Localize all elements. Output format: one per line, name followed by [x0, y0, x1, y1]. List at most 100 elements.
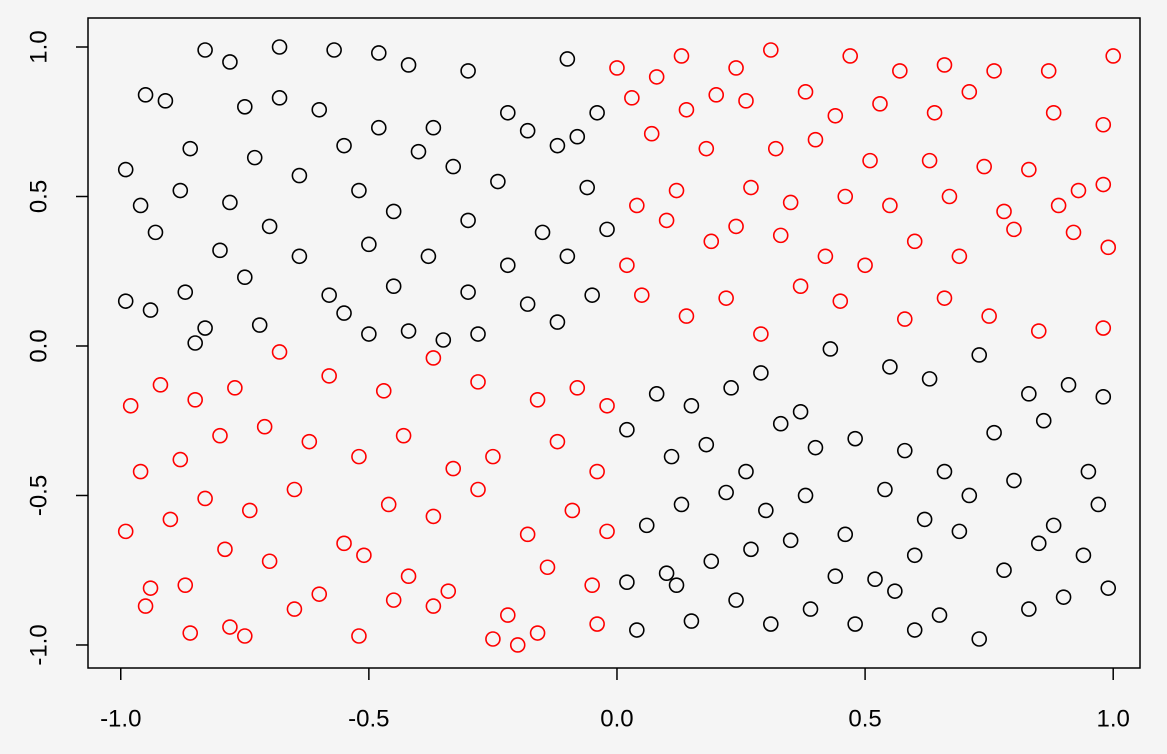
- y-tick-label: 1.0: [25, 30, 52, 63]
- point: [906, 233, 923, 250]
- point: [326, 42, 342, 58]
- point: [743, 179, 759, 196]
- point: [723, 380, 739, 396]
- point: [683, 613, 700, 629]
- point: [772, 227, 789, 244]
- point: [718, 484, 734, 501]
- point: [728, 592, 744, 608]
- point: [212, 427, 228, 444]
- point: [529, 392, 546, 408]
- point: [564, 502, 581, 519]
- point: [753, 365, 769, 381]
- point: [1095, 116, 1112, 133]
- point: [703, 553, 720, 570]
- point: [619, 421, 635, 438]
- point: [678, 101, 695, 118]
- point: [877, 481, 893, 498]
- point: [996, 203, 1012, 220]
- point: [951, 523, 968, 540]
- point: [619, 257, 635, 274]
- point: [782, 532, 799, 549]
- point: [718, 290, 734, 306]
- point: [375, 383, 392, 399]
- point: [162, 511, 179, 528]
- point: [157, 93, 174, 109]
- point: [921, 371, 938, 387]
- point: [827, 107, 844, 124]
- point: [222, 194, 238, 211]
- point: [703, 233, 720, 250]
- point: [976, 158, 992, 175]
- point: [485, 631, 501, 647]
- point: [802, 601, 819, 617]
- point: [172, 182, 189, 199]
- point: [197, 490, 213, 507]
- point: [425, 350, 442, 366]
- point: [117, 523, 134, 540]
- point: [951, 248, 968, 265]
- point: [579, 179, 596, 196]
- point: [648, 386, 665, 402]
- point: [351, 628, 367, 644]
- point: [500, 104, 516, 121]
- point: [896, 311, 913, 327]
- point: [1075, 547, 1092, 564]
- point: [445, 158, 462, 175]
- x-tick-label: -0.5: [348, 705, 389, 732]
- point: [1035, 412, 1052, 429]
- point: [549, 137, 566, 154]
- point: [177, 284, 194, 300]
- point: [519, 526, 536, 543]
- point: [490, 173, 506, 190]
- point: [921, 152, 938, 169]
- plot-frame: [87, 17, 1141, 669]
- point: [142, 302, 159, 318]
- point: [772, 415, 789, 432]
- point: [763, 616, 779, 632]
- point: [549, 314, 566, 330]
- point: [906, 547, 923, 564]
- point: [847, 430, 863, 447]
- point: [1055, 589, 1072, 605]
- point: [981, 308, 997, 324]
- point: [321, 287, 337, 303]
- point: [117, 161, 134, 178]
- point: [539, 559, 556, 576]
- point: [1100, 239, 1117, 256]
- point: [857, 257, 873, 274]
- point: [663, 448, 680, 465]
- point: [197, 42, 213, 58]
- point: [425, 508, 442, 525]
- point: [936, 290, 953, 306]
- point: [569, 380, 586, 396]
- point: [589, 104, 605, 121]
- point: [817, 248, 834, 265]
- point: [1100, 580, 1117, 596]
- point: [1045, 104, 1062, 121]
- point: [668, 577, 685, 593]
- point: [559, 248, 576, 265]
- point: [187, 392, 203, 408]
- point: [807, 131, 824, 148]
- point: [440, 583, 457, 599]
- point: [1095, 320, 1112, 336]
- point: [887, 583, 903, 599]
- point: [986, 424, 1002, 441]
- point: [182, 140, 199, 157]
- point: [906, 622, 923, 638]
- point: [509, 637, 526, 653]
- point: [519, 122, 536, 139]
- point: [668, 182, 685, 199]
- y-tick-label: -0.5: [25, 475, 52, 516]
- point: [882, 359, 898, 375]
- point: [892, 63, 908, 79]
- point: [1070, 182, 1087, 199]
- point: [728, 218, 744, 235]
- point: [599, 397, 615, 414]
- point: [142, 580, 159, 596]
- point: [797, 487, 814, 504]
- point: [698, 140, 715, 157]
- point: [286, 481, 303, 498]
- point: [862, 152, 878, 169]
